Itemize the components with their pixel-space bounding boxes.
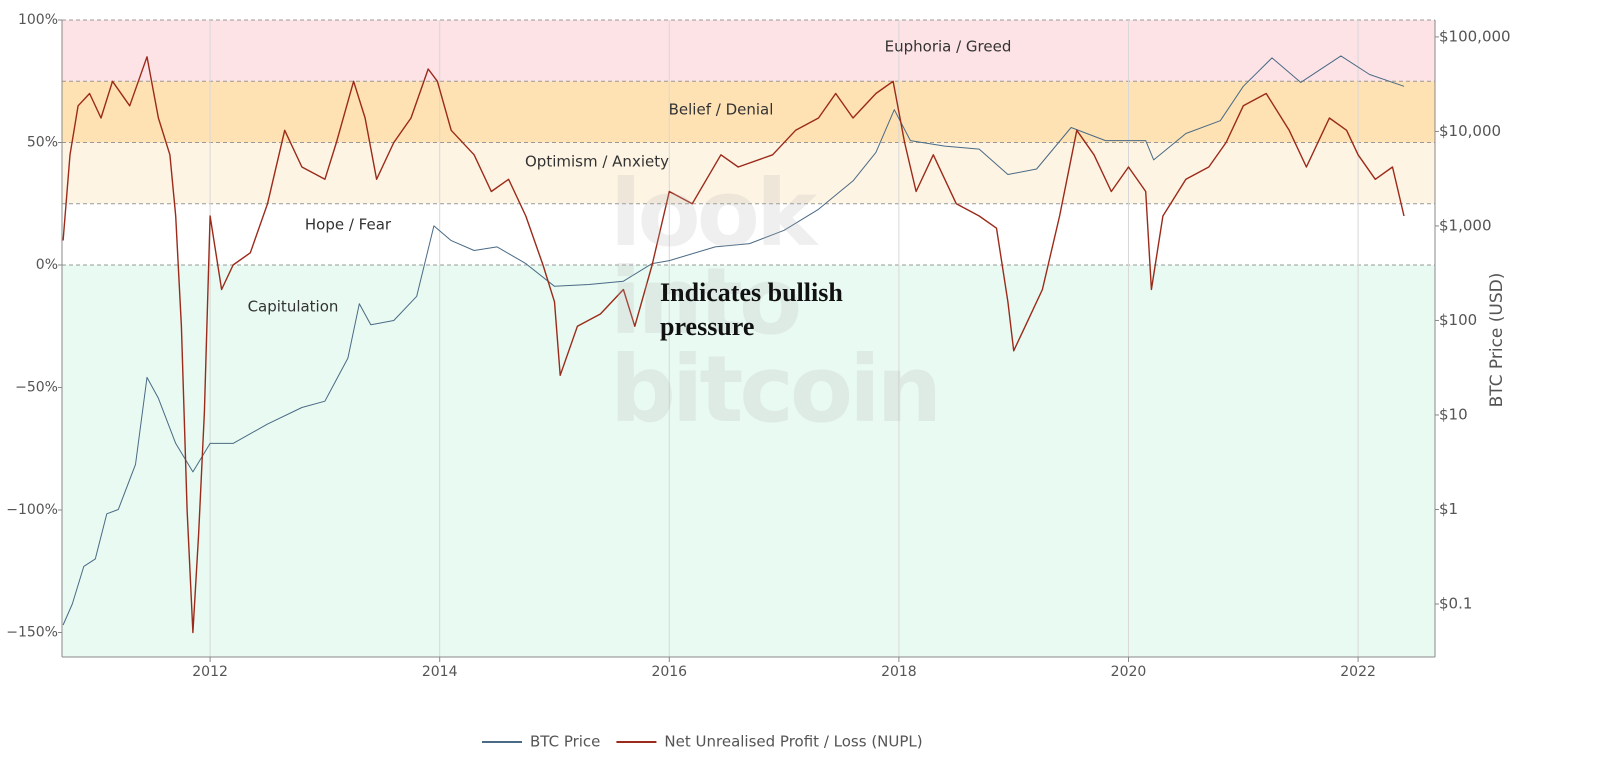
series-line xyxy=(62,56,1405,634)
zone-band xyxy=(62,265,1435,657)
zone-label: Optimism / Anxiety xyxy=(525,153,669,171)
y2-tick-label: $1,000 xyxy=(1439,216,1492,234)
legend-label: BTC Price xyxy=(530,733,600,751)
y-tick-label: −100% xyxy=(6,502,58,518)
y-tick-label: −150% xyxy=(6,625,58,641)
zone-band xyxy=(62,203,1435,265)
x-tick-label: 2018 xyxy=(881,664,917,680)
y2-tick-label: $1 xyxy=(1439,500,1458,518)
y2-tick-label: $10 xyxy=(1439,405,1468,423)
annotation: Indicates bullish pressure xyxy=(660,278,843,341)
y-tick-label: 100% xyxy=(18,12,58,28)
zone-label: Belief / Denial xyxy=(669,101,774,119)
zone-band xyxy=(62,20,1435,82)
y-tick-label: 50% xyxy=(27,135,58,151)
x-tick-label: 2016 xyxy=(651,664,687,680)
zone-band xyxy=(62,81,1435,143)
x-tick-label: 2014 xyxy=(422,664,458,680)
x-tick-label: 2020 xyxy=(1111,664,1147,680)
y2-tick-label: $100,000 xyxy=(1439,27,1511,45)
zone-label: Hope / Fear xyxy=(305,216,392,234)
y-tick-label: 0% xyxy=(36,257,58,273)
y2-tick-label: $10,000 xyxy=(1439,122,1501,140)
series-line xyxy=(62,55,1405,626)
watermark: look into bitcoin xyxy=(610,160,942,443)
y2-tick-label: $100 xyxy=(1439,311,1477,329)
zone-label: Euphoria / Greed xyxy=(885,38,1012,56)
y2-tick-label: $0.1 xyxy=(1439,595,1472,613)
y2-axis-title: BTC Price (USD) xyxy=(1487,273,1507,408)
x-tick-label: 2022 xyxy=(1340,664,1376,680)
x-tick-label: 2012 xyxy=(192,664,228,680)
zone-band xyxy=(62,142,1435,204)
y-tick-label: −50% xyxy=(15,380,58,396)
legend-label: Net Unrealised Profit / Loss (NUPL) xyxy=(664,733,922,751)
zone-label: Capitulation xyxy=(248,298,339,316)
